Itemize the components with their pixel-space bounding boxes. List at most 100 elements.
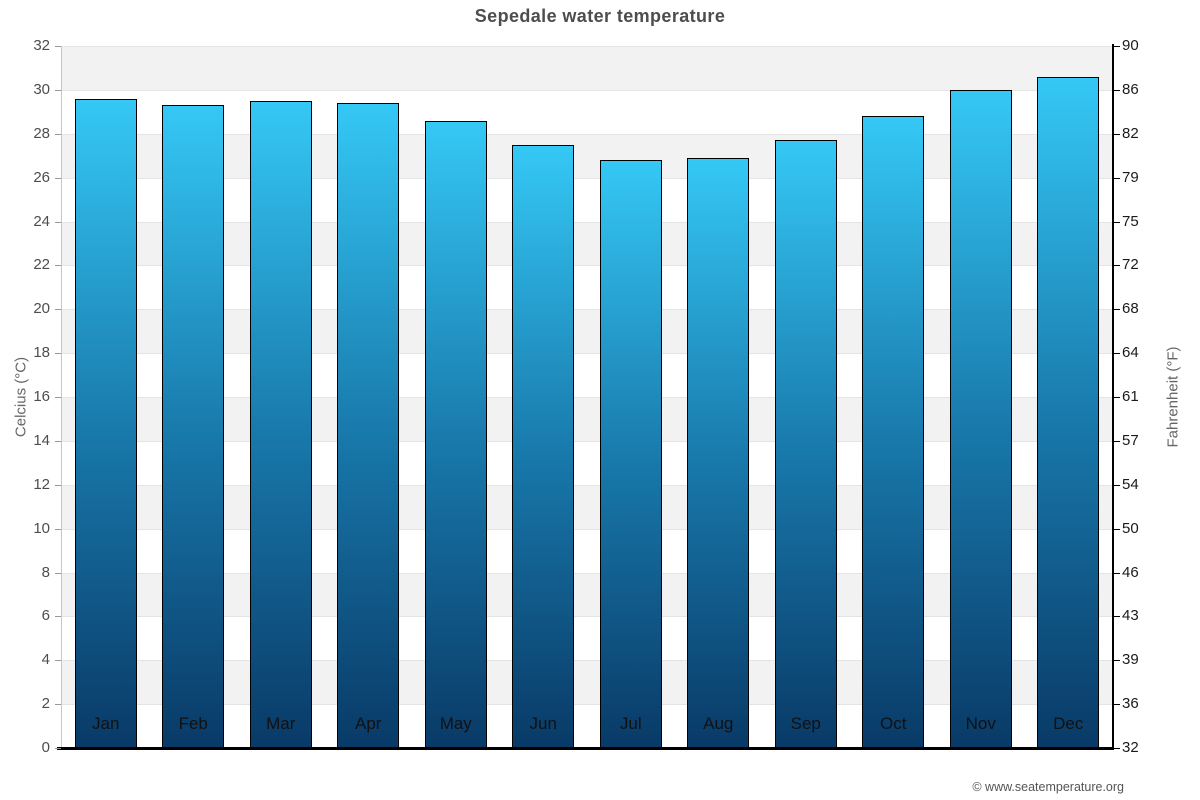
fahrenheit-tick-mark xyxy=(1114,748,1120,749)
fahrenheit-tick-mark xyxy=(1114,133,1120,135)
fahrenheit-tick-mark xyxy=(1114,221,1120,223)
x-label-dec: Dec xyxy=(1053,714,1084,733)
celsius-tick-28: 28 xyxy=(33,124,50,142)
fahrenheit-tick-mark xyxy=(1114,46,1120,47)
bar-dec xyxy=(1037,76,1100,748)
fahrenheit-tick-mark xyxy=(1114,397,1120,398)
x-label-mar: Mar xyxy=(266,714,296,733)
fahrenheit-tick-86: 86 xyxy=(1122,80,1139,98)
x-label-aug: Aug xyxy=(703,714,734,733)
fahrenheit-tick-mark xyxy=(1114,704,1120,706)
celsius-tick-12: 12 xyxy=(33,475,50,493)
celsius-tick-20: 20 xyxy=(33,300,50,318)
celsius-tick-22: 22 xyxy=(33,256,50,274)
fahrenheit-tick-39: 39 xyxy=(1122,651,1139,669)
fahrenheit-tick-32: 32 xyxy=(1122,739,1139,756)
celsius-tick-mark xyxy=(55,440,61,442)
fahrenheit-tick-46: 46 xyxy=(1122,563,1139,581)
attribution-link[interactable]: © www.seatemperature.org xyxy=(972,780,1124,794)
celsius-tick-mark xyxy=(55,484,61,486)
celsius-tick-2: 2 xyxy=(41,695,50,713)
bar-oct xyxy=(862,116,925,748)
plot-band xyxy=(62,704,1112,748)
fahrenheit-tick-90: 90 xyxy=(1122,37,1139,54)
fahrenheit-tick-68: 68 xyxy=(1122,300,1139,318)
x-label-jun: Jun xyxy=(529,714,557,733)
x-label-may: May xyxy=(439,714,472,733)
celsius-tick-mark xyxy=(55,133,61,135)
fahrenheit-tick-36: 36 xyxy=(1122,695,1139,713)
plot-band xyxy=(62,46,1112,90)
celsius-tick-mark xyxy=(55,265,61,267)
fahrenheit-tick-50: 50 xyxy=(1122,519,1139,537)
bar-may xyxy=(424,120,487,748)
celsius-tick-mark xyxy=(55,572,61,574)
celsius-tick-mark xyxy=(55,309,61,311)
fahrenheit-tick-mark xyxy=(1114,484,1120,486)
fahrenheit-tick-mark xyxy=(1114,265,1120,267)
celsius-tick-6: 6 xyxy=(41,607,50,625)
celsius-axis-line xyxy=(61,46,62,748)
celsius-tick-mark xyxy=(55,177,61,179)
celsius-tick-mark xyxy=(55,46,61,47)
plot-band xyxy=(62,353,1112,397)
fahrenheit-tick-mark xyxy=(1114,528,1120,530)
plot-band xyxy=(62,309,1112,354)
plot-area xyxy=(62,46,1112,748)
plot-band xyxy=(62,616,1112,661)
plot-band xyxy=(62,133,1112,178)
fahrenheit-tick-64: 64 xyxy=(1122,344,1139,362)
plot-band xyxy=(62,397,1112,441)
bar-feb xyxy=(162,105,225,748)
plot-band xyxy=(62,177,1112,222)
fahrenheit-tick-54: 54 xyxy=(1122,475,1139,493)
bar-aug xyxy=(687,157,750,748)
celsius-tick-mark xyxy=(55,353,61,355)
celsius-tick-32: 32 xyxy=(33,37,50,54)
celsius-tick-0: 0 xyxy=(41,739,50,756)
plot-band xyxy=(62,484,1112,529)
x-label-feb: Feb xyxy=(178,714,208,733)
fahrenheit-tick-57: 57 xyxy=(1122,431,1139,449)
x-label-nov: Nov xyxy=(965,714,996,733)
celsius-tick-mark xyxy=(55,397,61,398)
x-label-jan: Jan xyxy=(92,714,120,733)
plot-band xyxy=(62,89,1112,134)
x-axis-line xyxy=(57,747,1114,750)
bar-jun xyxy=(512,144,575,748)
plot-band xyxy=(62,221,1112,266)
celsius-tick-16: 16 xyxy=(33,388,50,405)
fahrenheit-tick-75: 75 xyxy=(1122,212,1139,230)
celsius-tick-mark xyxy=(55,221,61,223)
celsius-tick-mark xyxy=(55,616,61,618)
fahrenheit-tick-mark xyxy=(1114,353,1120,355)
celsius-tick-30: 30 xyxy=(33,80,50,98)
celsius-tick-mark xyxy=(55,704,61,706)
plot-band xyxy=(62,440,1112,485)
fahrenheit-tick-mark xyxy=(1114,89,1120,91)
celsius-tick-mark xyxy=(55,89,61,91)
celsius-tick-mark xyxy=(55,528,61,530)
x-label-jul: Jul xyxy=(619,714,642,733)
fahrenheit-tick-mark xyxy=(1114,616,1120,618)
fahrenheit-tick-mark xyxy=(1114,660,1120,662)
x-label-sep: Sep xyxy=(790,714,821,733)
fahrenheit-tick-72: 72 xyxy=(1122,256,1139,274)
celsius-tick-4: 4 xyxy=(41,651,50,669)
celsius-tick-26: 26 xyxy=(33,168,50,186)
fahrenheit-tick-79: 79 xyxy=(1122,168,1139,186)
bar-jul xyxy=(599,160,662,748)
fahrenheit-tick-mark xyxy=(1114,572,1120,574)
plot-band xyxy=(62,572,1112,617)
bar-mar xyxy=(249,100,312,748)
celsius-tick-10: 10 xyxy=(33,519,50,537)
fahrenheit-tick-mark xyxy=(1114,440,1120,442)
bar-jan xyxy=(74,98,137,748)
x-label-apr: Apr xyxy=(355,714,382,733)
fahrenheit-tick-43: 43 xyxy=(1122,607,1139,625)
fahrenheit-tick-mark xyxy=(1114,309,1120,311)
fahrenheit-tick-61: 61 xyxy=(1122,388,1139,405)
celsius-tick-8: 8 xyxy=(41,563,50,581)
celsius-tick-mark xyxy=(55,748,61,749)
